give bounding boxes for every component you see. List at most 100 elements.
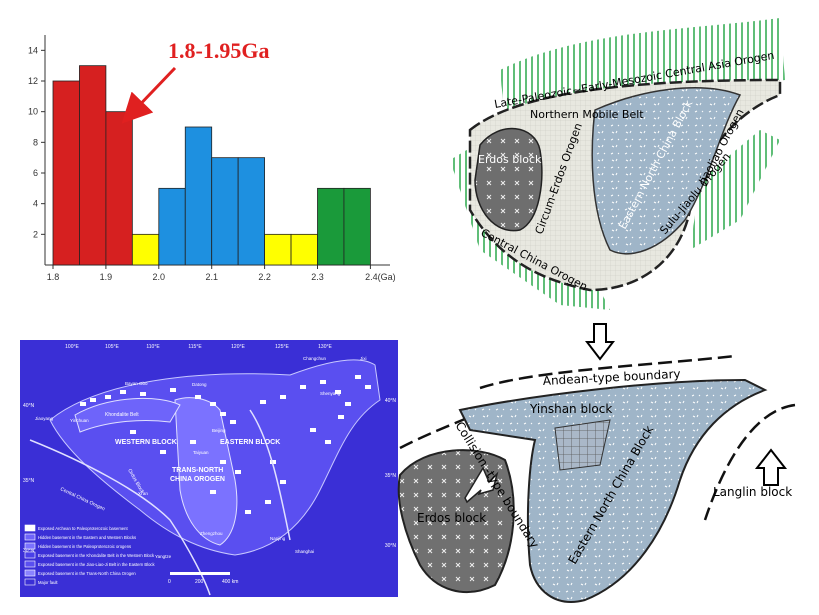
scale-bar: 0 200 400 km bbox=[168, 572, 238, 585]
city-jixi: Jixi bbox=[360, 356, 367, 361]
legend-swatch bbox=[24, 524, 36, 532]
basement-exposure bbox=[365, 385, 371, 389]
basement-exposure bbox=[280, 480, 286, 484]
basement-exposure bbox=[245, 510, 251, 514]
longitude-label: 130°E bbox=[318, 344, 332, 350]
latitude-label: 35°N bbox=[23, 478, 35, 484]
legend-swatch bbox=[24, 560, 36, 568]
basement-exposure bbox=[190, 440, 196, 444]
legend-swatch bbox=[24, 569, 36, 577]
histogram-bar bbox=[131, 233, 160, 266]
x-tick-label: 2.3 bbox=[311, 272, 324, 282]
reconstruction-svg: Andean-type boundary Yinshan block Colli… bbox=[397, 354, 796, 603]
y-tick-label: 8 bbox=[33, 137, 38, 147]
label-tnco-1: TRANS-NORTH bbox=[172, 467, 223, 474]
label-western-block: WESTERN BLOCK bbox=[115, 439, 177, 446]
basement-exposure bbox=[265, 500, 271, 504]
histogram-bar bbox=[343, 187, 371, 266]
histogram-svg: 2 4 6 8 10 12 14 1.8 1.9 2.0 2.1 2.2 2.3 2.4(Ga) 1.8-… bbox=[28, 35, 396, 282]
tectonic-map-svg: Late-Paleozoic~Early-Mesozoic Central As… bbox=[450, 18, 785, 310]
blue-map-svg: 100°E 105°E 110°E 115°E 120°E 125°E 130°E 40°N 3… bbox=[23, 344, 397, 596]
legend-label: Hidden basement in the Eastern and Weste… bbox=[38, 535, 136, 540]
eastern-block-shape bbox=[591, 87, 742, 255]
scale-400: 400 km bbox=[222, 579, 238, 585]
city-taiyuan: Taiyuan bbox=[193, 450, 209, 455]
latitude-label: 40°N bbox=[23, 403, 35, 409]
city-zhengzhou: Zhengzhou bbox=[200, 531, 223, 536]
langlin-up-arrow bbox=[754, 448, 788, 486]
basement-exposure bbox=[270, 460, 276, 464]
basement-exposure bbox=[235, 470, 241, 474]
legend-swatch bbox=[24, 551, 36, 559]
latitude-label: 40°N bbox=[385, 398, 397, 404]
longitude-label: 115°E bbox=[188, 344, 202, 350]
scale-0: 0 bbox=[168, 579, 171, 585]
city-datong: Datong bbox=[192, 382, 207, 387]
city-bayan-obo: Bayan Obo bbox=[125, 381, 148, 386]
histogram-bar bbox=[264, 233, 292, 266]
tnco-region bbox=[174, 397, 238, 546]
basement-exposure bbox=[300, 385, 306, 389]
y-tick-label: 4 bbox=[33, 199, 38, 209]
basement-exposure bbox=[220, 412, 226, 416]
histogram-bar bbox=[237, 157, 265, 266]
city-changchun: Changchun bbox=[303, 356, 327, 361]
city-shenyang: Shenyang bbox=[320, 391, 341, 396]
basement-exposure bbox=[320, 380, 326, 384]
longitude-label: 110°E bbox=[146, 344, 160, 350]
basement-exposure bbox=[355, 375, 361, 379]
basement-exposure bbox=[310, 428, 316, 432]
city-shanghai: Shanghai bbox=[295, 549, 314, 554]
basement-exposure bbox=[170, 388, 176, 392]
eastern-block-shape-2 bbox=[458, 378, 768, 603]
city-nanjing: Nanjing bbox=[270, 536, 286, 541]
langlin-boundary bbox=[703, 403, 796, 521]
map-legend: Exposed Archean to Paleoproterozoic base… bbox=[24, 524, 156, 586]
histogram-bar bbox=[317, 187, 345, 266]
basement-exposure bbox=[220, 460, 226, 464]
x-tick-label: 2.4(Ga) bbox=[365, 272, 396, 282]
label-eastern-block: EASTERN BLOCK bbox=[220, 439, 280, 446]
histogram-bar bbox=[290, 233, 318, 266]
down-arrow bbox=[584, 322, 616, 362]
label-erdos-block-2: Erdos block bbox=[417, 511, 486, 525]
basement-exposure bbox=[105, 395, 111, 399]
city-yinchuan: Yinchuan bbox=[70, 418, 89, 423]
basement-exposure bbox=[325, 440, 331, 444]
down-arrow-icon bbox=[584, 323, 616, 361]
basement-exposure bbox=[338, 415, 344, 419]
north-china-reconstruction-map: Andean-type boundary Yinshan block Colli… bbox=[395, 350, 815, 610]
north-china-tectonic-map: Late-Paleozoic~Early-Mesozoic Central As… bbox=[440, 10, 810, 315]
basement-exposure bbox=[140, 392, 146, 396]
x-tick-label: 2.1 bbox=[205, 272, 218, 282]
basement-exposure bbox=[345, 402, 351, 406]
x-tick-label: 2.2 bbox=[258, 272, 271, 282]
basement-exposure bbox=[335, 390, 341, 394]
city-jiaoyang: Jiaoyang bbox=[35, 416, 54, 421]
scale-200: 200 bbox=[195, 579, 204, 585]
erdos-up-arrow bbox=[464, 466, 499, 504]
label-erdos-block: Erdos block bbox=[478, 153, 542, 166]
legend-swatch bbox=[24, 542, 36, 550]
legend-label: Exposed basement in the Jiao-Liao-Ji Bel… bbox=[38, 562, 156, 567]
andean-boundary-upper bbox=[479, 354, 736, 390]
histogram-bar bbox=[105, 111, 133, 266]
khondalite-belt bbox=[74, 398, 181, 433]
latitude-label: 30°N bbox=[23, 548, 35, 554]
label-yinshan-block: Yinshan block bbox=[529, 402, 612, 416]
y-tick-label: 14 bbox=[28, 45, 38, 55]
annotation-label: 1.8-1.95Ga bbox=[168, 38, 269, 63]
histogram-bar bbox=[184, 126, 213, 266]
basement-exposure bbox=[210, 490, 216, 494]
longitude-label: 125°E bbox=[275, 344, 289, 350]
legend-label: Exposed basement in the Trans-North Chin… bbox=[38, 571, 136, 576]
latitude-label: 35°N bbox=[385, 473, 397, 479]
label-langlin-block: Langlin block bbox=[713, 485, 792, 499]
x-tick-label: 1.9 bbox=[100, 272, 113, 282]
city-beijing: Beijing bbox=[212, 428, 226, 433]
longitude-label: 120°E bbox=[231, 344, 245, 350]
y-tick-label: 12 bbox=[28, 76, 38, 86]
major-fault-2 bbox=[249, 409, 291, 541]
longitude-label: 105°E bbox=[105, 344, 119, 350]
legend-label: Hidden basement in the Paleoproterozoic … bbox=[38, 544, 131, 549]
